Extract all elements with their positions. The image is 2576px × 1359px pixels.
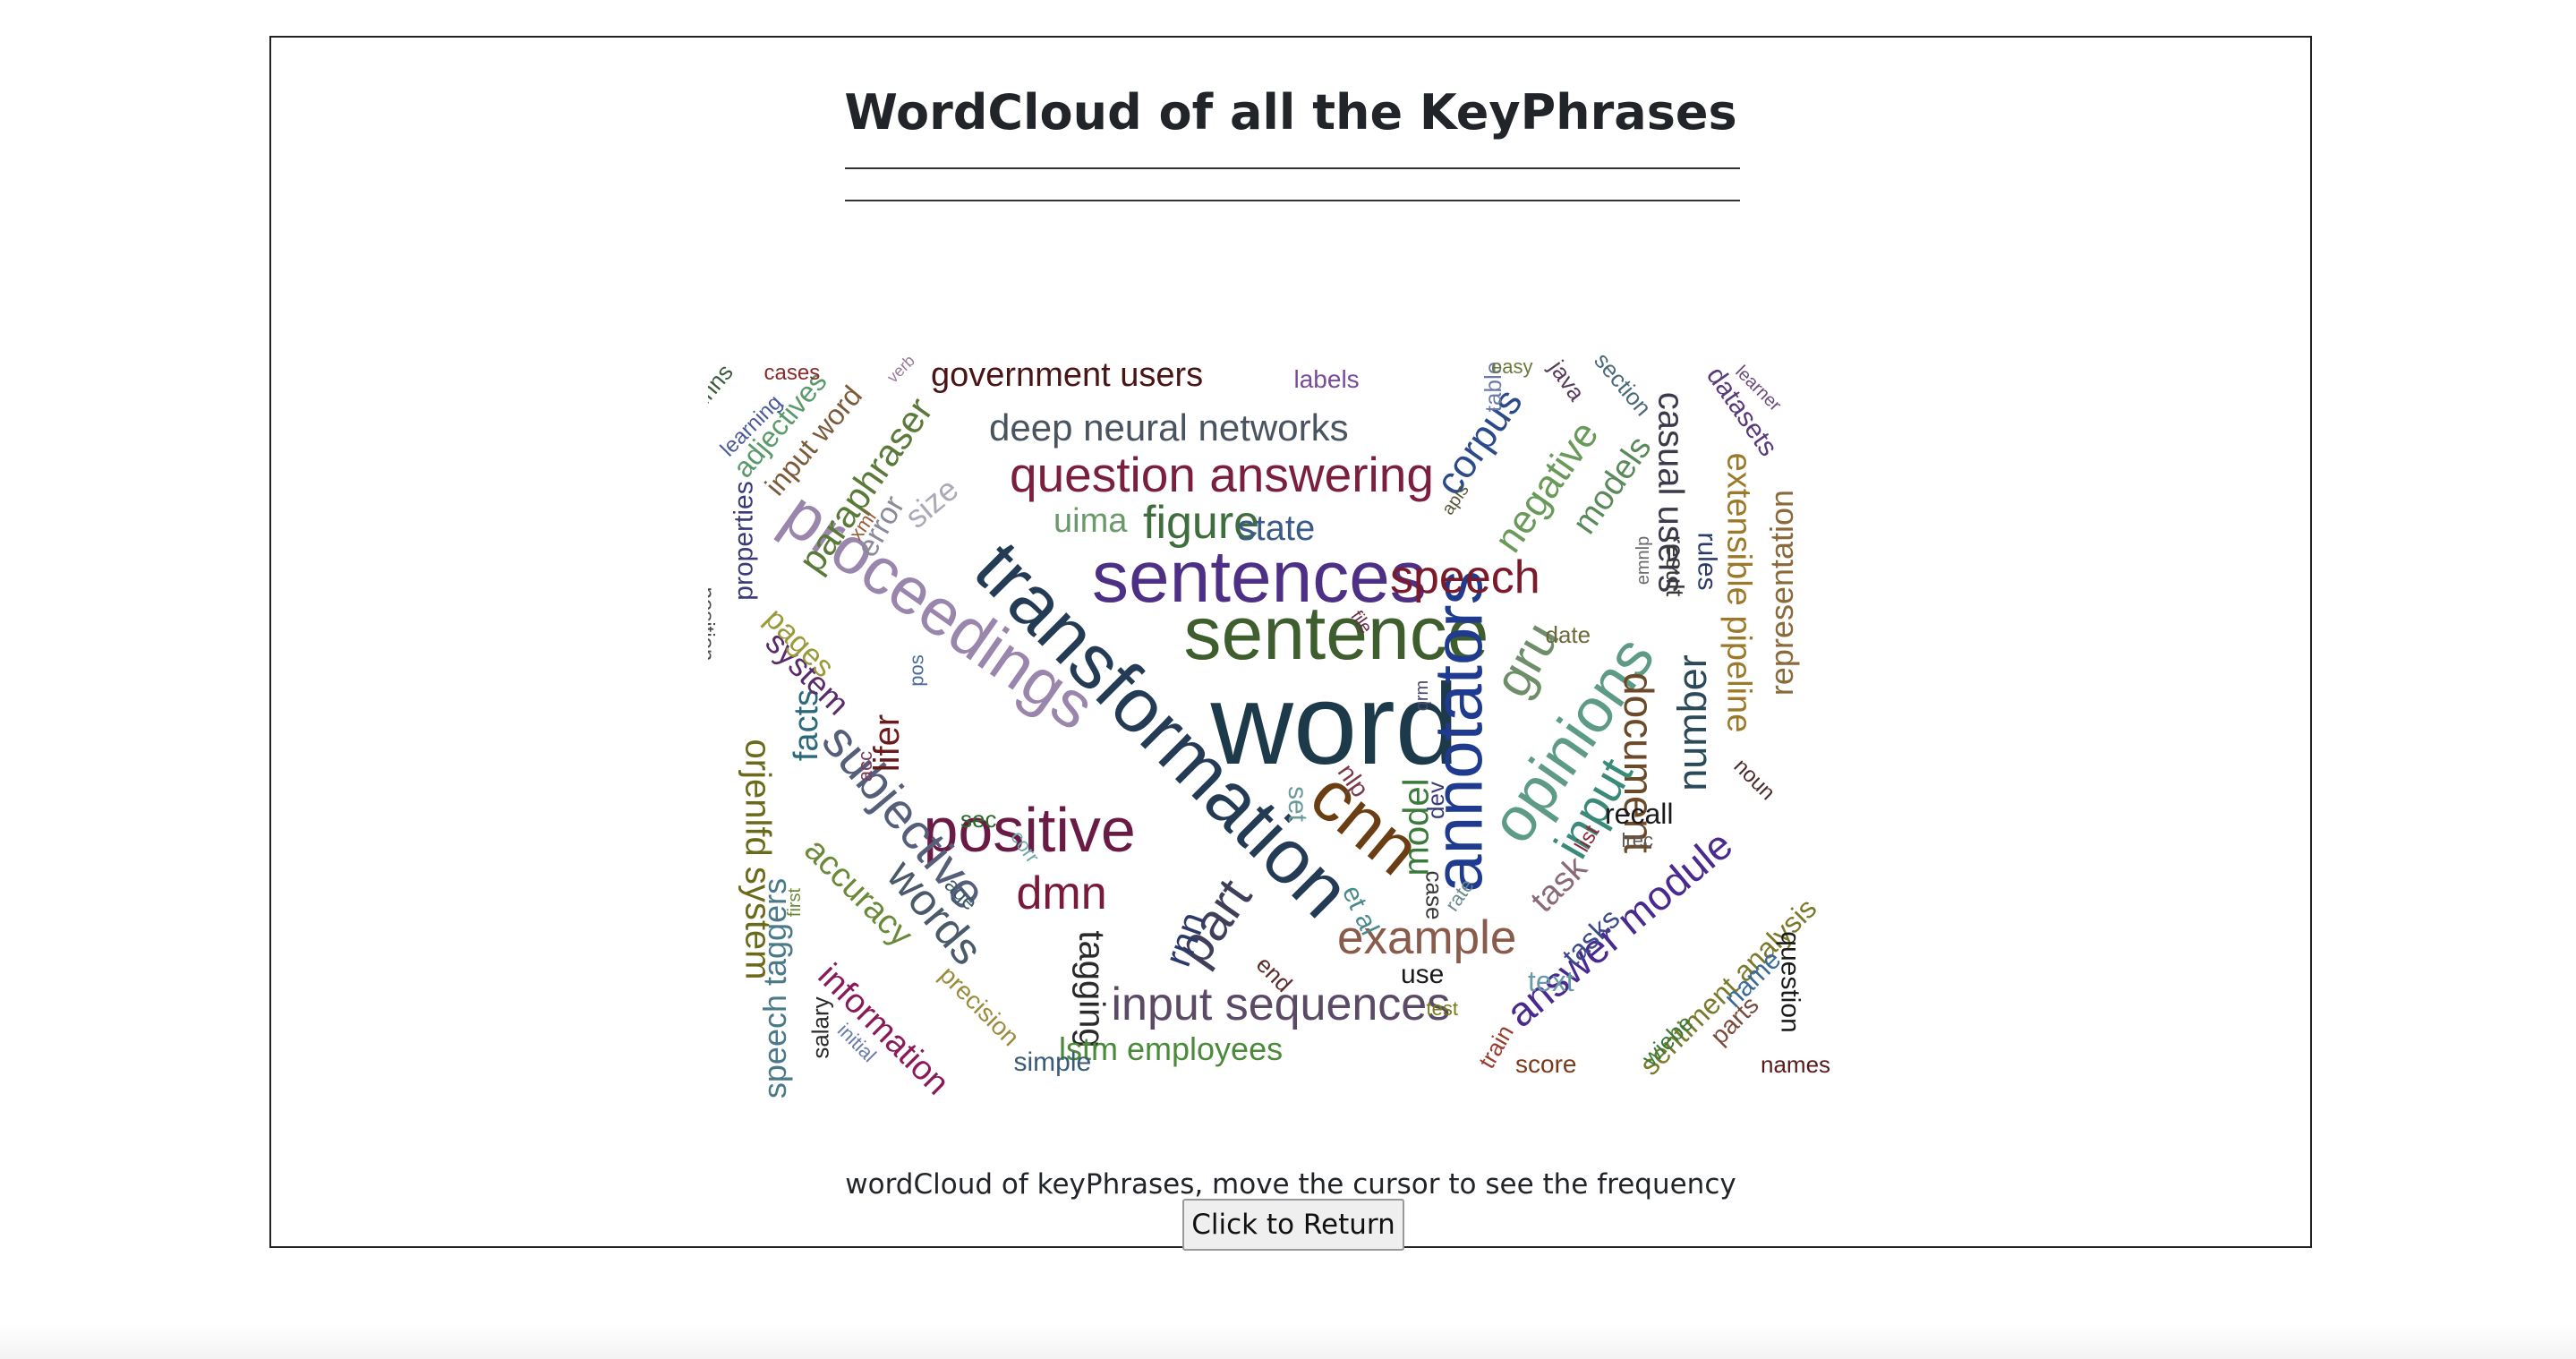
wordcloud-word-section[interactable]: section	[1589, 346, 1658, 422]
wordcloud-word-simple[interactable]: simple	[1013, 1047, 1092, 1077]
wordcloud-word-deep-neural-networks[interactable]: deep neural networks	[989, 406, 1349, 449]
wordcloud-word-representation[interactable]: representation	[1763, 489, 1801, 697]
wordcloud-word-noun[interactable]: noun	[1728, 754, 1779, 806]
wordcloud-word-cases[interactable]: cases	[763, 361, 821, 385]
wordcloud-word-rules[interactable]: rules	[1692, 532, 1722, 591]
wordcloud-word-extensible-pipeline[interactable]: extensible pipeline	[1719, 452, 1757, 733]
wordcloud: word transformation sentence sentences annot…	[708, 324, 1872, 1112]
wordcloud-word-figure[interactable]: figure	[1143, 497, 1260, 549]
wordcloud-word-qrm[interactable]: qrm	[1412, 680, 1433, 712]
wordcloud-word-sentences[interactable]: sentences	[1092, 536, 1427, 618]
return-button[interactable]: Click to Return	[1182, 1199, 1404, 1251]
wordcloud-word-question-answering[interactable]: question answering	[1010, 446, 1434, 502]
wordcloud-word-sentence[interactable]: sentence	[1183, 591, 1489, 675]
wordcloud-word-state[interactable]: state	[1237, 509, 1316, 548]
wordcloud-word-recall[interactable]: recall	[1605, 798, 1674, 830]
wordcloud-word-dnns[interactable]: dnns	[708, 358, 738, 415]
wordcloud-word-use[interactable]: use	[1401, 960, 1445, 989]
wordcloud-word-properties[interactable]: properties	[729, 481, 759, 601]
wordcloud-word-input-sequences[interactable]: input sequences	[1111, 979, 1451, 1030]
wordcloud-word-salary[interactable]: salary	[806, 996, 834, 1059]
wordcloud-word-speech[interactable]: speech	[1390, 551, 1540, 603]
wordcloud-word-date[interactable]: date	[1545, 621, 1591, 648]
wordcloud-word-test[interactable]: test	[1426, 997, 1458, 1020]
page-footer-shade	[0, 1323, 2576, 1359]
wordcloud-word-word[interactable]: word	[1210, 661, 1459, 789]
wordcloud-word-emnlp[interactable]: emnlp	[1633, 535, 1654, 585]
wordcloud-word-easy[interactable]: easy	[1491, 355, 1533, 378]
wordcloud-word-uima[interactable]: uima	[1053, 502, 1128, 540]
wordcloud-word-dmn[interactable]: dmn	[1016, 868, 1107, 919]
title-divider-bottom	[845, 200, 1740, 201]
wordcloud-word-java[interactable]: java	[1543, 355, 1591, 406]
wordcloud-panel: WordCloud of all the KeyPhrases word tran…	[269, 36, 2312, 1251]
wordcloud-word-number[interactable]: number	[1668, 654, 1715, 791]
wordcloud-word-dev[interactable]: dev	[1421, 782, 1449, 819]
wordcloud-word-precision[interactable]: precision	[934, 961, 1025, 1052]
wordcloud-word-positive[interactable]: positive	[923, 795, 1136, 865]
wordcloud-word-question[interactable]: question	[1775, 931, 1805, 1033]
wordcloud-word-labels[interactable]: labels	[1293, 365, 1360, 393]
wordcloud-word-result[interactable]: result	[1661, 534, 1690, 597]
wordcloud-word-score[interactable]: score	[1515, 1050, 1577, 1078]
wordcloud-word-train[interactable]: train	[1472, 1020, 1519, 1073]
wordcloud-word-lrec[interactable]: lrec	[1621, 829, 1653, 851]
title-divider-top	[845, 167, 1740, 169]
wordcloud-word-sec[interactable]: sec	[960, 806, 997, 833]
wordcloud-word-acc[interactable]: acc	[854, 750, 877, 782]
wordcloud-word-case[interactable]: case	[1420, 870, 1447, 920]
wordcloud-word-lstm-employees[interactable]: lstm employees	[1059, 1030, 1284, 1067]
wordcloud-word-example[interactable]: example	[1337, 910, 1517, 964]
wordcloud-word-government-users[interactable]: government users	[931, 356, 1204, 394]
wordcloud-word-set[interactable]: set	[1283, 785, 1313, 823]
wordcloud-word-text[interactable]: text	[1528, 965, 1574, 997]
wordcloud-word-pos[interactable]: pos	[905, 654, 928, 687]
wordcloud-word-position[interactable]: position	[708, 586, 718, 662]
wordcloud-word-size[interactable]: size	[897, 470, 966, 535]
wordcloud-word-names[interactable]: names	[1761, 1051, 1831, 1078]
wordcloud-word-verb[interactable]: verb	[883, 351, 918, 387]
wordcloud-word-first[interactable]: first	[785, 887, 806, 918]
page-title: WordCloud of all the KeyPhrases	[844, 84, 1737, 141]
wordcloud-caption: wordCloud of keyPhrases, move the cursor…	[845, 1168, 1736, 1201]
